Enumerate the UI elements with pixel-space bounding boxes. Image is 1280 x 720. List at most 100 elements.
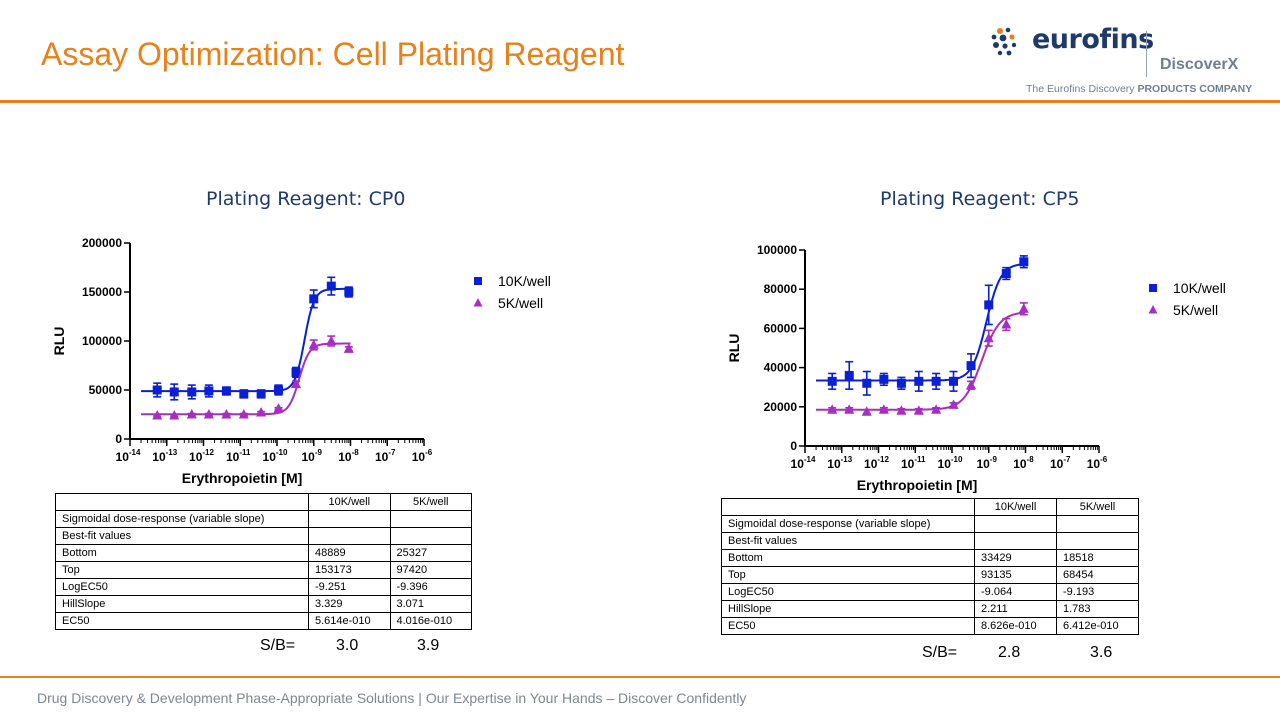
table-row: Best-fit values	[55, 527, 472, 545]
fit-curve-10kwell	[141, 287, 351, 393]
logo-tagline: The Eurofins Discovery PRODUCTS COMPANY	[1026, 83, 1252, 95]
table-cell: Bottom	[721, 549, 975, 567]
table-cell: 48889	[308, 544, 391, 562]
table-cell: -9.251	[308, 578, 391, 596]
table-cell	[1056, 515, 1139, 533]
chart-cp0: 0 50000 100000 150000 200000 10-14 10-13 10-12 1…	[51, 236, 551, 486]
data-point	[931, 404, 942, 414]
table-cell: 8.626e-010	[974, 617, 1057, 635]
table-cell	[974, 515, 1057, 533]
square-marker	[984, 300, 994, 310]
square-marker	[1001, 269, 1011, 279]
square-marker	[896, 378, 906, 388]
table-cell: 6.412e-010	[1056, 617, 1139, 635]
x-tick-label: 10-12	[864, 455, 889, 471]
table-cell: EC50	[55, 612, 309, 630]
triangle-marker	[203, 409, 214, 419]
y-tick-label: 50000	[89, 383, 123, 397]
data-point	[1019, 255, 1029, 269]
table-cell: HillSlope	[721, 600, 975, 618]
footer-divider	[0, 676, 1280, 678]
data-point	[1018, 302, 1029, 316]
y-tick-label: 100000	[82, 334, 122, 348]
footer-text: Drug Discovery & Development Phase-Appro…	[37, 690, 747, 706]
legend-square-icon	[474, 277, 482, 285]
x-tick-label: 10-10	[263, 448, 288, 464]
data-point	[274, 384, 284, 396]
legend-label: 5K/well	[498, 295, 543, 311]
table-cell	[1056, 532, 1139, 550]
table-cell: 153173	[308, 561, 391, 579]
data-point	[844, 404, 855, 414]
square-marker	[344, 287, 354, 297]
x-axis-label: Erythropoietin [M]	[857, 477, 978, 493]
table-cell: 33429	[974, 549, 1057, 567]
data-point	[273, 403, 284, 413]
sb-value-cp0-10k: 3.0	[336, 637, 359, 654]
sb-label-cp0: S/B=	[260, 637, 296, 654]
table-cell: 93135	[974, 566, 1057, 584]
logo-brand: eurofins	[1032, 24, 1154, 55]
table-cell: -9.396	[389, 578, 472, 596]
data-point	[862, 370, 872, 396]
data-point	[343, 343, 354, 353]
legend-label: 5K/well	[1173, 302, 1218, 318]
data-point	[326, 335, 337, 347]
table-header-cell: 5K/well	[1056, 498, 1139, 516]
triangle-marker	[827, 404, 838, 414]
table-header-cell	[55, 493, 309, 511]
table-cell	[389, 527, 472, 545]
table-cell: HillSlope	[55, 595, 309, 613]
table-cell: 68454	[1056, 566, 1139, 584]
table-cell: 3.071	[389, 595, 472, 613]
square-marker	[221, 386, 231, 396]
x-tick-label: 10-12	[189, 448, 214, 464]
table-row: Sigmoidal dose-response (variable slope)	[55, 510, 472, 528]
table-row: EC50 5.614e-010 4.016e-010	[55, 612, 472, 630]
triangle-marker	[221, 409, 232, 419]
data-point	[931, 372, 941, 390]
y-tick-label: 100000	[757, 243, 797, 257]
y-tick-label: 200000	[82, 236, 122, 250]
table-cell: -9.064	[974, 583, 1057, 601]
triangle-marker	[844, 404, 855, 414]
square-marker	[879, 374, 889, 384]
square-marker	[274, 385, 284, 395]
table-row: Top 153173 97420	[55, 561, 472, 579]
table-cell: -9.193	[1056, 583, 1139, 601]
legend-triangle-icon	[473, 298, 483, 307]
data-point	[913, 405, 924, 415]
fit-results-table-cp5: 10K/well 5K/well Sigmoidal dose-response (…	[721, 498, 1139, 635]
triangle-marker	[896, 405, 907, 415]
table-cell: Best-fit values	[55, 527, 309, 545]
logo-separator	[1146, 31, 1147, 77]
x-tick-label: 10-6	[1087, 455, 1108, 471]
table-cell: Sigmoidal dose-response (variable slope)	[721, 515, 975, 533]
data-point	[827, 372, 837, 390]
y-tick-label: 20000	[764, 400, 798, 414]
data-point	[896, 376, 906, 390]
data-point	[861, 406, 872, 416]
table-cell: Best-fit values	[721, 532, 975, 550]
triangle-marker	[273, 403, 284, 413]
square-marker	[256, 389, 266, 399]
table-header-cell: 5K/well	[389, 493, 472, 511]
data-point	[878, 404, 889, 414]
table-row: EC50 8.626e-010 6.412e-010	[721, 617, 1139, 635]
square-marker	[966, 361, 976, 371]
triangle-marker	[256, 407, 267, 417]
data-point	[827, 404, 838, 414]
data-point	[896, 405, 907, 415]
square-marker	[326, 281, 336, 291]
table-cell: 97420	[389, 561, 472, 579]
data-point	[309, 289, 319, 309]
x-tick-label: 10-11	[901, 455, 926, 471]
logo-dots-icon	[991, 27, 1017, 56]
header-divider	[0, 100, 1280, 103]
x-tick-label: 10-14	[791, 455, 816, 471]
data-point	[984, 284, 994, 326]
square-marker	[914, 376, 924, 386]
table-cell	[308, 527, 391, 545]
slide-title: Assay Optimization: Cell Plating Reagent	[41, 36, 625, 72]
legend-label: 10K/well	[1173, 280, 1226, 296]
